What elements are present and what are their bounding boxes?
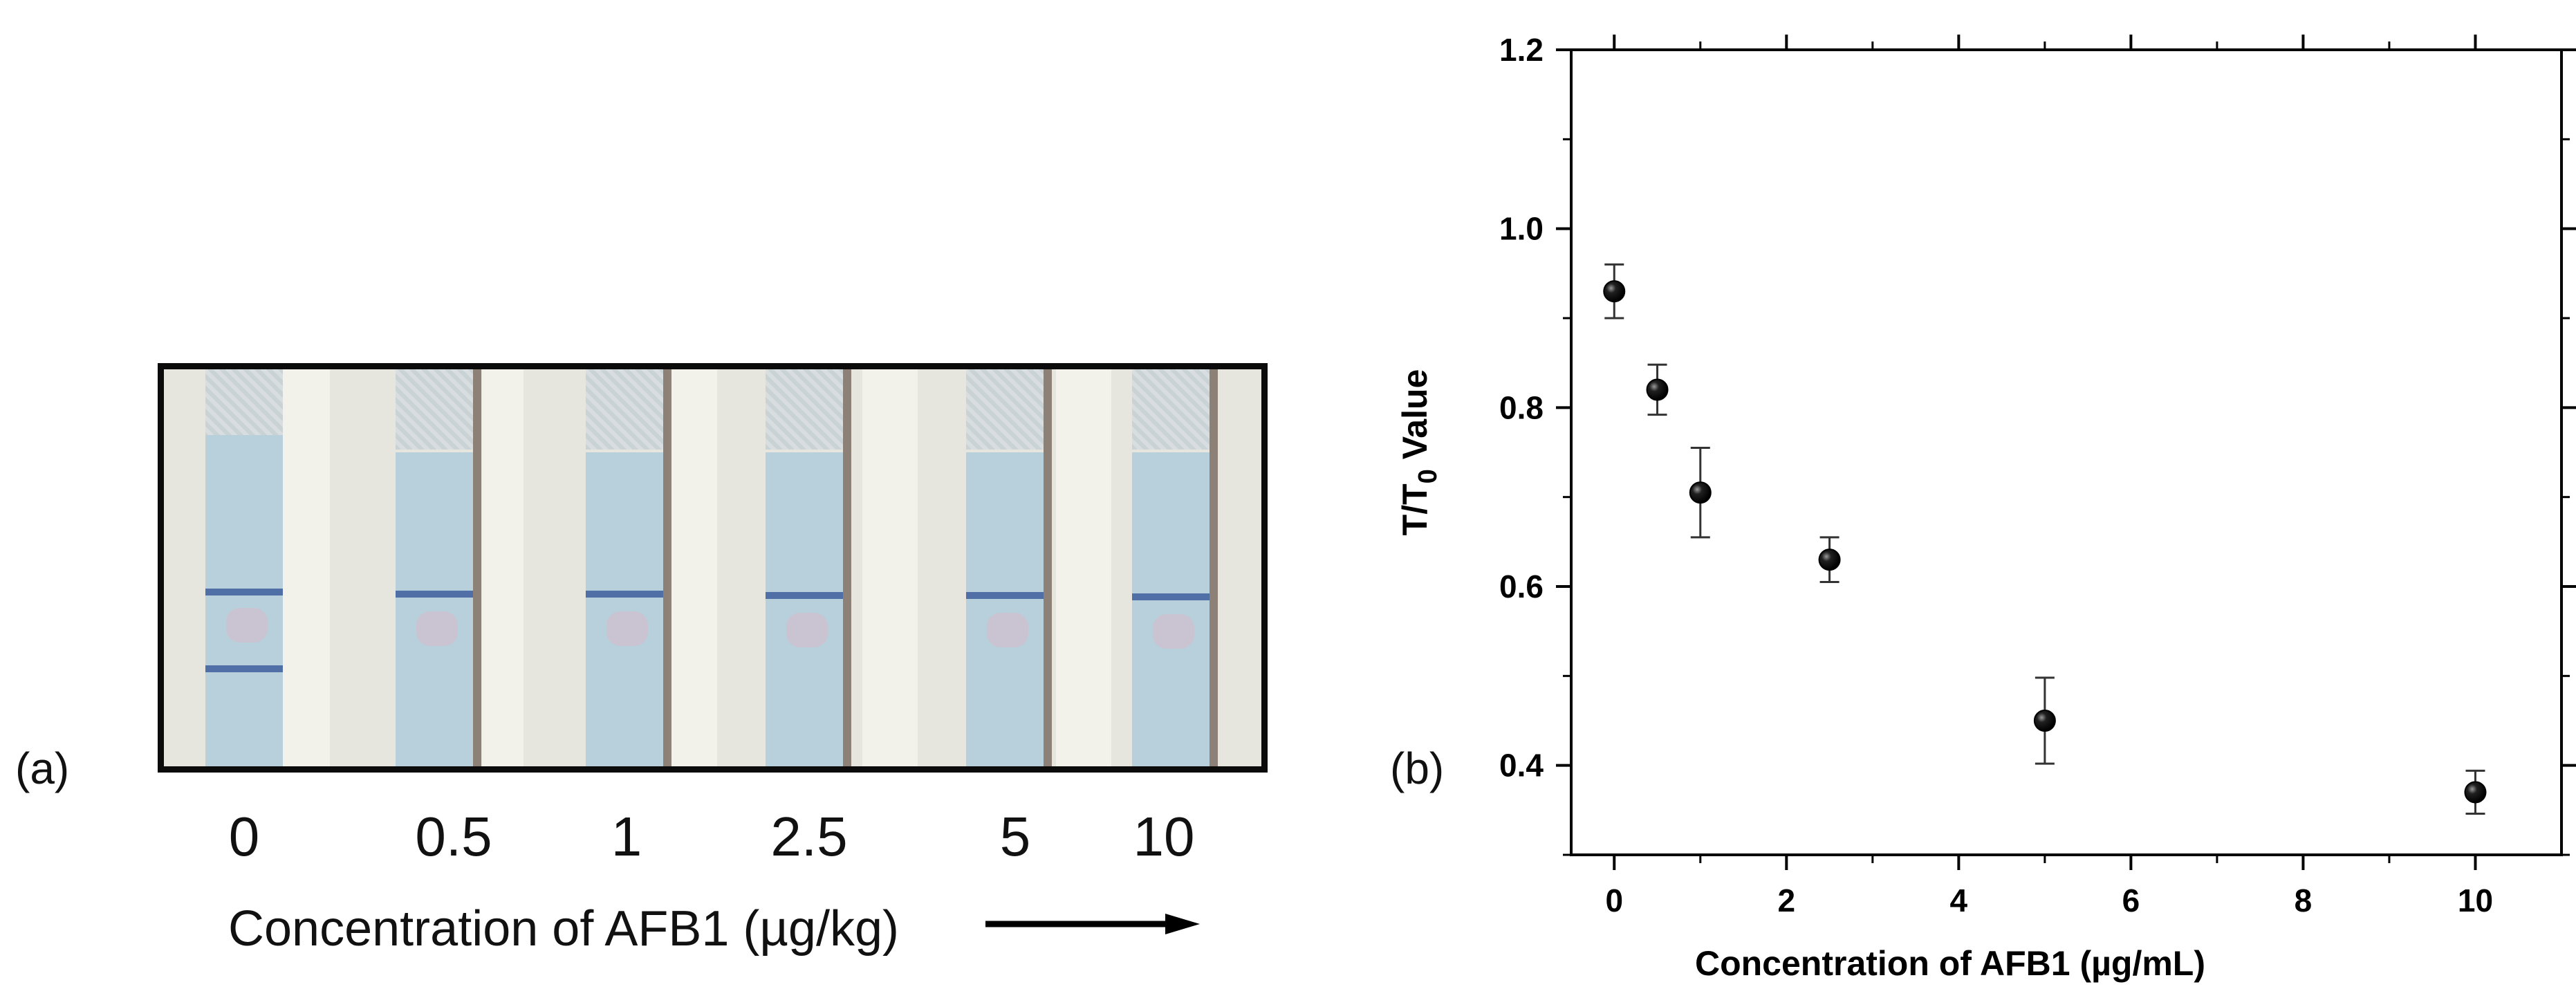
test-strip-photo bbox=[158, 363, 1268, 773]
y-tick-label: 1.0 bbox=[1499, 211, 1544, 247]
x-tick-label: 4 bbox=[1950, 883, 1968, 918]
data-point bbox=[1818, 548, 1841, 571]
x-axis-label: Concentration of AFB1 (µg/mL) bbox=[1695, 944, 2205, 983]
plot-frame bbox=[1570, 48, 2563, 856]
data-point bbox=[1689, 481, 1712, 504]
y-tick-label: 0.4 bbox=[1499, 748, 1544, 784]
x-tick-label: 0 bbox=[1605, 883, 1623, 918]
x-tick-label: 10 bbox=[2458, 883, 2493, 918]
test-strip bbox=[1132, 369, 1218, 766]
y-tick-label: 0.6 bbox=[1499, 569, 1544, 604]
strip-axis-label: Concentration of AFB1 (µg/kg) bbox=[228, 901, 899, 957]
strip-concentration-label: 5 bbox=[999, 806, 1031, 867]
strip-concentration-label: 10 bbox=[1133, 806, 1195, 867]
x-tick-label: 8 bbox=[2295, 883, 2313, 918]
test-strip bbox=[396, 369, 481, 766]
y-tick-label: 0.8 bbox=[1499, 389, 1544, 425]
y-tick-label: 1.2 bbox=[1499, 32, 1544, 68]
test-strip bbox=[205, 369, 283, 766]
test-strip bbox=[586, 369, 671, 766]
test-strip bbox=[766, 369, 851, 766]
strip-concentration-label: 0.5 bbox=[415, 806, 492, 867]
strip-concentration-label: 1 bbox=[611, 806, 642, 867]
strip-concentration-label: 0 bbox=[228, 806, 260, 867]
right-arrow-icon bbox=[985, 914, 1200, 934]
x-tick-label: 6 bbox=[2122, 883, 2140, 918]
data-point bbox=[2033, 710, 2056, 732]
strip-concentration-label: 2.5 bbox=[770, 806, 848, 867]
data-point bbox=[2464, 781, 2487, 804]
data-point bbox=[1603, 280, 1626, 303]
y-axis-label: T/T0 Value bbox=[1396, 369, 1443, 536]
panel-b-label: (b) bbox=[1390, 743, 1445, 793]
test-strip bbox=[966, 369, 1052, 766]
data-point bbox=[1646, 378, 1669, 401]
x-tick-label: 2 bbox=[1778, 883, 1796, 918]
panel-a-label: (a) bbox=[15, 743, 70, 793]
